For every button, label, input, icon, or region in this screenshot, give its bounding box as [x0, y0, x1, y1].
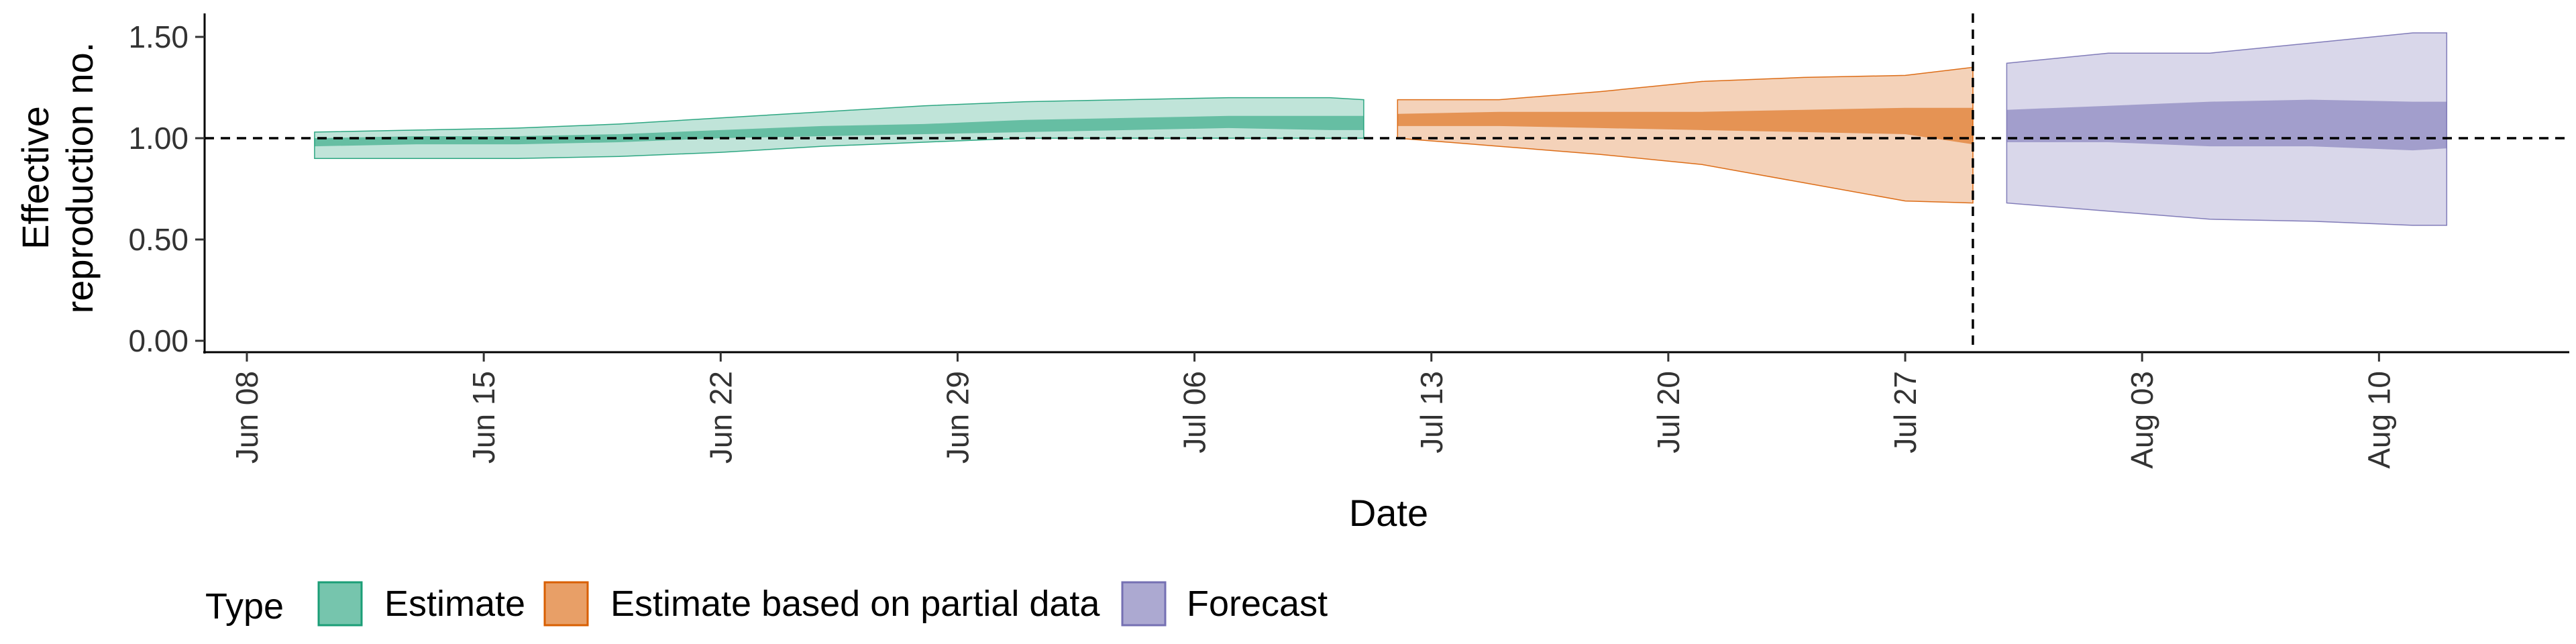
- y-tick-label: 0.50: [128, 222, 189, 257]
- legend-swatch-estimate: [317, 581, 363, 627]
- x-axis-title: Date: [1349, 492, 1428, 534]
- legend: Type Estimate Estimate based on partial …: [205, 581, 1328, 627]
- legend-label-estimate: Estimate: [384, 584, 525, 624]
- x-tick-label: Jun 29: [941, 371, 975, 464]
- x-tick-label: Jun 15: [466, 371, 501, 464]
- y-axis-title-line-2: reproduction no.: [58, 42, 101, 314]
- legend-title: Type: [205, 586, 284, 627]
- legend-label-partial: Estimate based on partial data: [610, 584, 1100, 624]
- y-tick-label: 0.00: [128, 323, 189, 358]
- x-tick-label: Jun 08: [229, 371, 264, 464]
- series-forecast: [2006, 32, 2448, 226]
- x-tick-label: Jul 27: [1888, 371, 1923, 453]
- legend-label-forecast: Forecast: [1187, 584, 1328, 624]
- series-estimate-based-on-partial-data: [1397, 66, 1974, 204]
- x-tick-label: Jul 20: [1651, 371, 1686, 453]
- x-tick-label: Jul 06: [1177, 371, 1212, 453]
- x-tick-label: Jul 13: [1414, 371, 1449, 453]
- plot-area: [205, 13, 2569, 352]
- band-50-estimate-based-on-partial-data: [1397, 107, 1973, 145]
- x-tick-label: Aug 03: [2125, 371, 2159, 469]
- y-tick-label: 1.00: [128, 121, 189, 156]
- series-estimate: [314, 97, 1364, 159]
- legend-swatch-partial: [543, 581, 589, 627]
- y-axis-title: Effective reproduction no.: [14, 42, 101, 314]
- axes: 0.00 0.50 1.00 1.50 Jun 08 Jun 15 Jun 22 Jun 29…: [128, 13, 2569, 469]
- y-tick-label: 1.50: [128, 19, 189, 54]
- x-tick-label: Jun 22: [703, 371, 738, 464]
- legend-swatch-forecast: [1121, 581, 1167, 627]
- band-90-estimate-based-on-partial-data: [1397, 66, 1974, 204]
- y-axis-title-line-1: Effective: [14, 106, 56, 250]
- x-tick-label: Aug 10: [2361, 371, 2396, 469]
